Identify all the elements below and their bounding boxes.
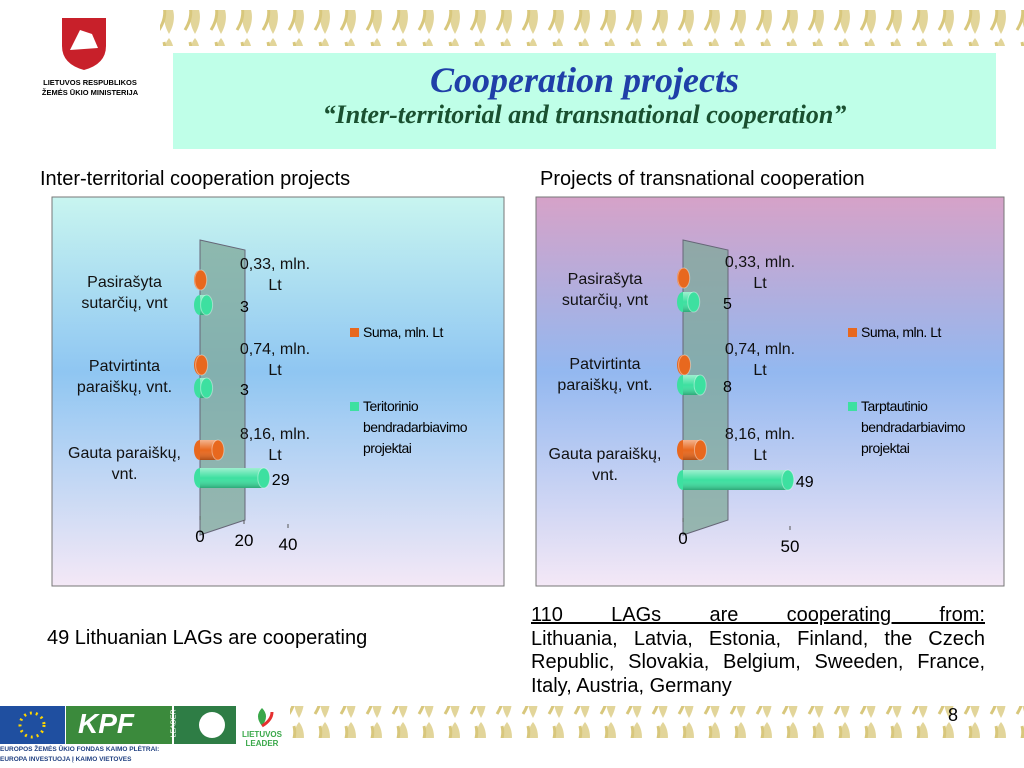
bar-cap [200, 377, 214, 399]
x-tick-label: 50 [781, 537, 800, 556]
legend-label: Tarptautinio bendradarbiavimo projektai [861, 398, 966, 456]
note-head: 110 LAGs are cooperating from: [531, 604, 985, 626]
chart-frame [535, 196, 1005, 587]
bar-cap [781, 469, 795, 491]
lt-leader-mark [261, 711, 274, 728]
x-tick-label: 0 [678, 529, 687, 548]
lt-leader-text: LIETUVOS LEADER [240, 730, 284, 748]
slide-subtitle: “Inter-territorial and transnational coo… [322, 100, 847, 129]
legend-label: Teritorinio bendradarbiavimo projektai [363, 398, 468, 456]
legend-label: Suma, mln. Lt [861, 324, 941, 340]
slide-title: Cooperation projects [429, 60, 739, 100]
category-label: Patvirtinta paraiškų, vnt. [557, 356, 653, 394]
note: 110 LAGs are cooperating from: Lithuania… [531, 604, 985, 698]
bar-cap [195, 354, 209, 376]
legend-swatch [350, 402, 359, 411]
leader-text: LEADER [170, 709, 178, 738]
eu-text: EUROPOS ŽEMĖS ŪKIO FONDAS KAIMO PLĖTRAI:… [0, 745, 159, 765]
value-label: 3 [240, 382, 249, 399]
value-label: 8 [723, 379, 732, 396]
lt-leader-line: LIETUVOS [241, 730, 282, 739]
crest-knight [70, 30, 98, 50]
bar-cap [687, 291, 701, 313]
x-tick-label: 0 [195, 527, 204, 546]
category-label: Gauta paraiškų, vnt. [548, 446, 662, 484]
category-label: Patvirtinta paraiškų, vnt. [76, 357, 173, 396]
ministry-name: LIETUVOS RESPUBLIKOS ŽEMĖS ŪKIO MINISTERI… [30, 78, 150, 98]
back-wall [199, 239, 246, 536]
note: 49 Lithuanian LAGs are cooperating [47, 627, 368, 649]
chart-frame [51, 196, 505, 587]
page-number: 8 [948, 705, 959, 725]
note-body: Lithuania, Latvia, Estonia, Finland, the… [531, 627, 985, 697]
bar-shade [683, 470, 788, 490]
title-box [173, 53, 996, 149]
x-tick-label: 20 [235, 531, 254, 550]
value-label: 49 [796, 474, 814, 491]
bar-cap [677, 267, 691, 289]
legend-swatch [848, 328, 857, 337]
ministry-line: ŽEMĖS ŪKIO MINISTERIJA [41, 88, 139, 97]
value-label: 8,16, mln. Lt [724, 426, 796, 464]
ministry-line: LIETUVOS RESPUBLIKOS [43, 78, 137, 87]
value-label: 8,16, mln. Lt [239, 426, 311, 464]
bar-cap [693, 439, 707, 461]
value-label: 0,74, mln. Lt [724, 341, 796, 379]
legend-swatch [350, 328, 359, 337]
bar-cap [257, 467, 271, 489]
value-label: 0,33, mln. Lt [239, 256, 311, 294]
legend-label: Suma, mln. Lt [363, 324, 443, 340]
legend-swatch [848, 402, 857, 411]
bar-cap [693, 374, 707, 396]
value-label: 5 [723, 296, 732, 313]
kpf-text: KPF [78, 708, 134, 739]
chart-title: Projects of transnational cooperation [540, 168, 865, 190]
eu-line: EUROPA INVESTUOJA Į KAIMO VIETOVES [0, 756, 132, 763]
value-label: 3 [240, 299, 249, 316]
bar-shade [200, 468, 264, 488]
leader-mark [199, 712, 225, 738]
lt-leader-line: LEADER [245, 739, 279, 748]
lt-leader-mark [258, 708, 266, 726]
category-label: Gauta paraiškų, vnt. [68, 445, 181, 483]
kpf-logo [66, 706, 172, 744]
bar-cap [678, 354, 692, 376]
value-label: 0,74, mln. Lt [239, 341, 311, 379]
eu-stars [18, 711, 46, 739]
value-label: 29 [272, 472, 290, 489]
x-tick-label: 40 [279, 535, 298, 554]
category-label: Pasirašyta sutarčių, vnt [81, 273, 168, 312]
eu-line: EUROPOS ŽEMĖS ŪKIO FONDAS KAIMO PLĖTRAI: [0, 746, 160, 753]
bar-cap [194, 269, 208, 291]
value-label: 0,33, mln. Lt [724, 254, 796, 292]
wheat-band [290, 706, 1024, 738]
wheat-band [160, 10, 1024, 46]
bar-cap [200, 294, 214, 316]
bar-cap [211, 439, 225, 461]
chart-title: Inter-territorial cooperation projects [40, 168, 351, 190]
category-label: Pasirašyta sutarčių, vnt [561, 271, 649, 309]
